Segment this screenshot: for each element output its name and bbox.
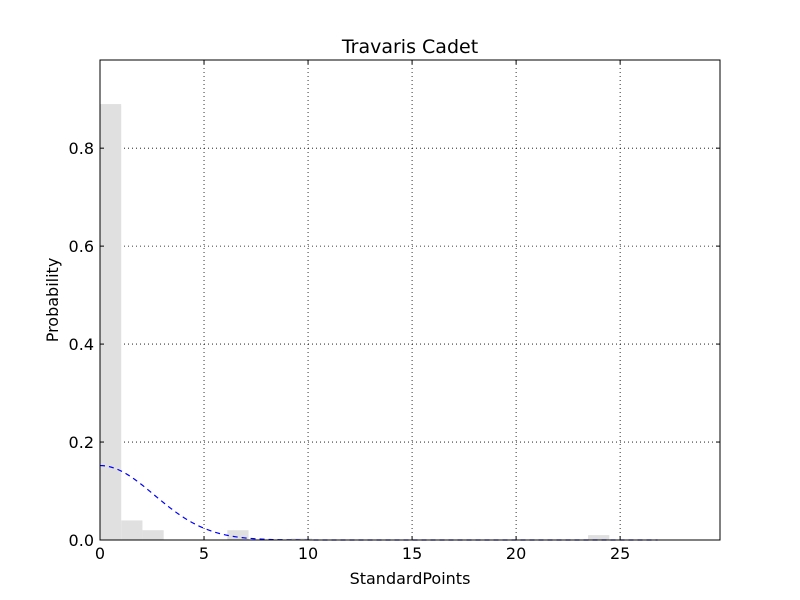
histogram-bar — [227, 530, 249, 540]
plot-frame — [99, 59, 721, 541]
x-tick-label: 0 — [95, 544, 105, 563]
histogram-bar — [121, 520, 143, 540]
y-tick-label: 0.8 — [69, 139, 94, 158]
y-axis-label: Probability — [43, 258, 62, 343]
grid-lines — [100, 60, 720, 540]
x-axis-label: StandardPoints — [350, 569, 471, 588]
histogram-bars — [100, 104, 610, 540]
x-tick-label: 25 — [610, 544, 630, 563]
x-tick-label: 15 — [402, 544, 422, 563]
x-tick-label: 5 — [199, 544, 209, 563]
histogram-bar — [290, 538, 313, 540]
chart-title: Travaris Cadet — [341, 36, 478, 58]
y-tick-label: 0.4 — [69, 335, 94, 354]
y-tick-label: 0.6 — [69, 237, 94, 256]
x-tick-label: 20 — [506, 544, 526, 563]
y-tick-label: 0.0 — [69, 531, 94, 550]
x-tick-label: 10 — [298, 544, 318, 563]
y-tick-label: 0.2 — [69, 433, 94, 452]
histogram-bar — [100, 104, 122, 540]
axis-ticks: 0 5 10 15 20 25 0.0 0.2 0.4 0.6 0.8 — [69, 60, 720, 563]
histogram-bar — [142, 530, 164, 540]
histogram-bar — [588, 535, 610, 540]
